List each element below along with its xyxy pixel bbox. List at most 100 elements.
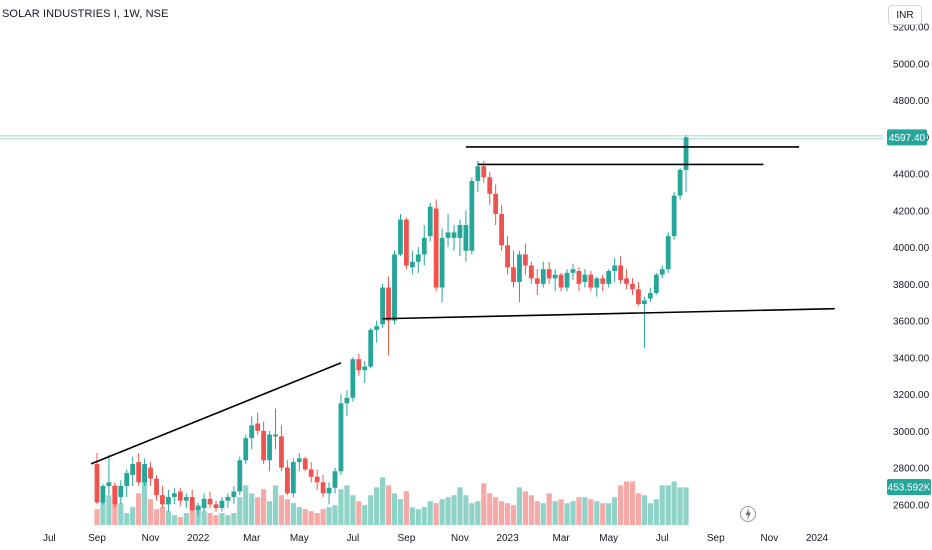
candle-body[interactable]	[356, 359, 362, 371]
candle-body[interactable]	[302, 458, 308, 470]
candle-body[interactable]	[350, 359, 356, 398]
trendline[interactable]	[90, 362, 342, 465]
candle-body[interactable]	[374, 326, 380, 330]
candle-body[interactable]	[517, 254, 522, 283]
candle-body[interactable]	[398, 219, 403, 255]
candle-body[interactable]	[659, 269, 665, 275]
currency-button[interactable]: INR	[888, 5, 922, 25]
candle-body[interactable]	[546, 269, 552, 279]
candle-body[interactable]	[106, 482, 112, 486]
candle-body[interactable]	[665, 236, 671, 270]
candle-body[interactable]	[433, 208, 439, 288]
candle-body[interactable]	[457, 225, 463, 238]
candle-body[interactable]	[237, 460, 243, 492]
candle-body[interactable]	[475, 166, 481, 181]
candle-body[interactable]	[647, 293, 653, 299]
candle-body[interactable]	[94, 463, 100, 503]
trendlines[interactable]	[90, 146, 835, 465]
candle-body[interactable]	[493, 193, 499, 215]
candle-body[interactable]	[332, 471, 338, 488]
candle-body[interactable]	[594, 278, 600, 288]
candle-body[interactable]	[118, 485, 124, 497]
candlesticks[interactable]	[94, 135, 689, 516]
candle-body[interactable]	[148, 467, 153, 479]
candle-body[interactable]	[683, 137, 689, 170]
candle-body[interactable]	[160, 495, 165, 505]
candle-body[interactable]	[445, 232, 451, 238]
candle-body[interactable]	[499, 214, 504, 246]
candle-body[interactable]	[338, 403, 344, 472]
candle-body[interactable]	[255, 423, 261, 431]
candle-body[interactable]	[368, 329, 374, 367]
candle-body[interactable]	[130, 463, 136, 475]
candle-body[interactable]	[100, 485, 106, 503]
candle-body[interactable]	[523, 254, 528, 266]
candle-body[interactable]	[362, 366, 368, 371]
candle-body[interactable]	[124, 473, 130, 486]
candle-body[interactable]	[392, 254, 397, 321]
candle-body[interactable]	[552, 274, 558, 279]
candle-body[interactable]	[534, 278, 540, 284]
candle-body[interactable]	[296, 458, 302, 463]
candle-body[interactable]	[177, 491, 183, 501]
candle-body[interactable]	[600, 278, 606, 284]
candle-body[interactable]	[606, 270, 612, 284]
candle-body[interactable]	[189, 497, 195, 510]
candle-body[interactable]	[427, 206, 433, 237]
candle-body[interactable]	[249, 425, 255, 439]
candle-body[interactable]	[505, 245, 510, 268]
candle-body[interactable]	[540, 269, 546, 284]
candle-body[interactable]	[576, 270, 582, 284]
candle-body[interactable]	[612, 265, 618, 271]
candle-body[interactable]	[112, 485, 118, 505]
candle-body[interactable]	[285, 467, 290, 494]
candle-body[interactable]	[154, 478, 159, 496]
candle-body[interactable]	[183, 497, 189, 501]
candle-body[interactable]	[421, 237, 427, 255]
candle-body[interactable]	[207, 498, 213, 505]
candle-body[interactable]	[469, 180, 475, 251]
candle-body[interactable]	[380, 287, 385, 325]
candle-body[interactable]	[677, 169, 683, 196]
candle-body[interactable]	[624, 278, 629, 284]
candle-body[interactable]	[439, 237, 445, 288]
candle-body[interactable]	[618, 265, 623, 281]
candle-body[interactable]	[558, 274, 564, 288]
candle-body[interactable]	[630, 283, 635, 290]
candle-body[interactable]	[326, 487, 332, 494]
candle-body[interactable]	[386, 287, 391, 321]
trendline[interactable]	[382, 307, 835, 320]
candle-body[interactable]	[267, 434, 272, 461]
candle-body[interactable]	[570, 269, 576, 273]
candle-body[interactable]	[136, 462, 142, 483]
candle-body[interactable]	[231, 491, 237, 497]
candle-body[interactable]	[219, 500, 225, 509]
candle-body[interactable]	[564, 272, 570, 288]
candle-body[interactable]	[481, 166, 487, 178]
candle-body[interactable]	[636, 289, 641, 305]
candle-body[interactable]	[201, 498, 207, 509]
candle-body[interactable]	[261, 430, 266, 461]
candle-body[interactable]	[314, 476, 320, 483]
candle-body[interactable]	[409, 261, 415, 268]
candle-body[interactable]	[320, 482, 326, 494]
candle-body[interactable]	[404, 219, 409, 266]
candle-body[interactable]	[213, 504, 219, 509]
candle-body[interactable]	[487, 177, 493, 194]
candle-body[interactable]	[279, 436, 284, 468]
candle-body[interactable]	[415, 254, 421, 262]
candle-body[interactable]	[344, 397, 350, 404]
candle-body[interactable]	[463, 225, 469, 251]
candle-body[interactable]	[653, 274, 659, 294]
candle-body[interactable]	[642, 300, 647, 305]
candle-body[interactable]	[588, 274, 594, 288]
candle-body[interactable]	[290, 462, 296, 494]
price-axis[interactable]: 2600.00 2800.00 3000.00 3200.00 3400.00 3600.…	[893, 23, 930, 512]
candle-body[interactable]	[451, 232, 457, 238]
candle-body[interactable]	[273, 434, 278, 437]
candle-body[interactable]	[166, 497, 171, 505]
candle-body[interactable]	[671, 195, 677, 237]
candle-body[interactable]	[511, 267, 516, 283]
candle-body[interactable]	[243, 438, 249, 461]
